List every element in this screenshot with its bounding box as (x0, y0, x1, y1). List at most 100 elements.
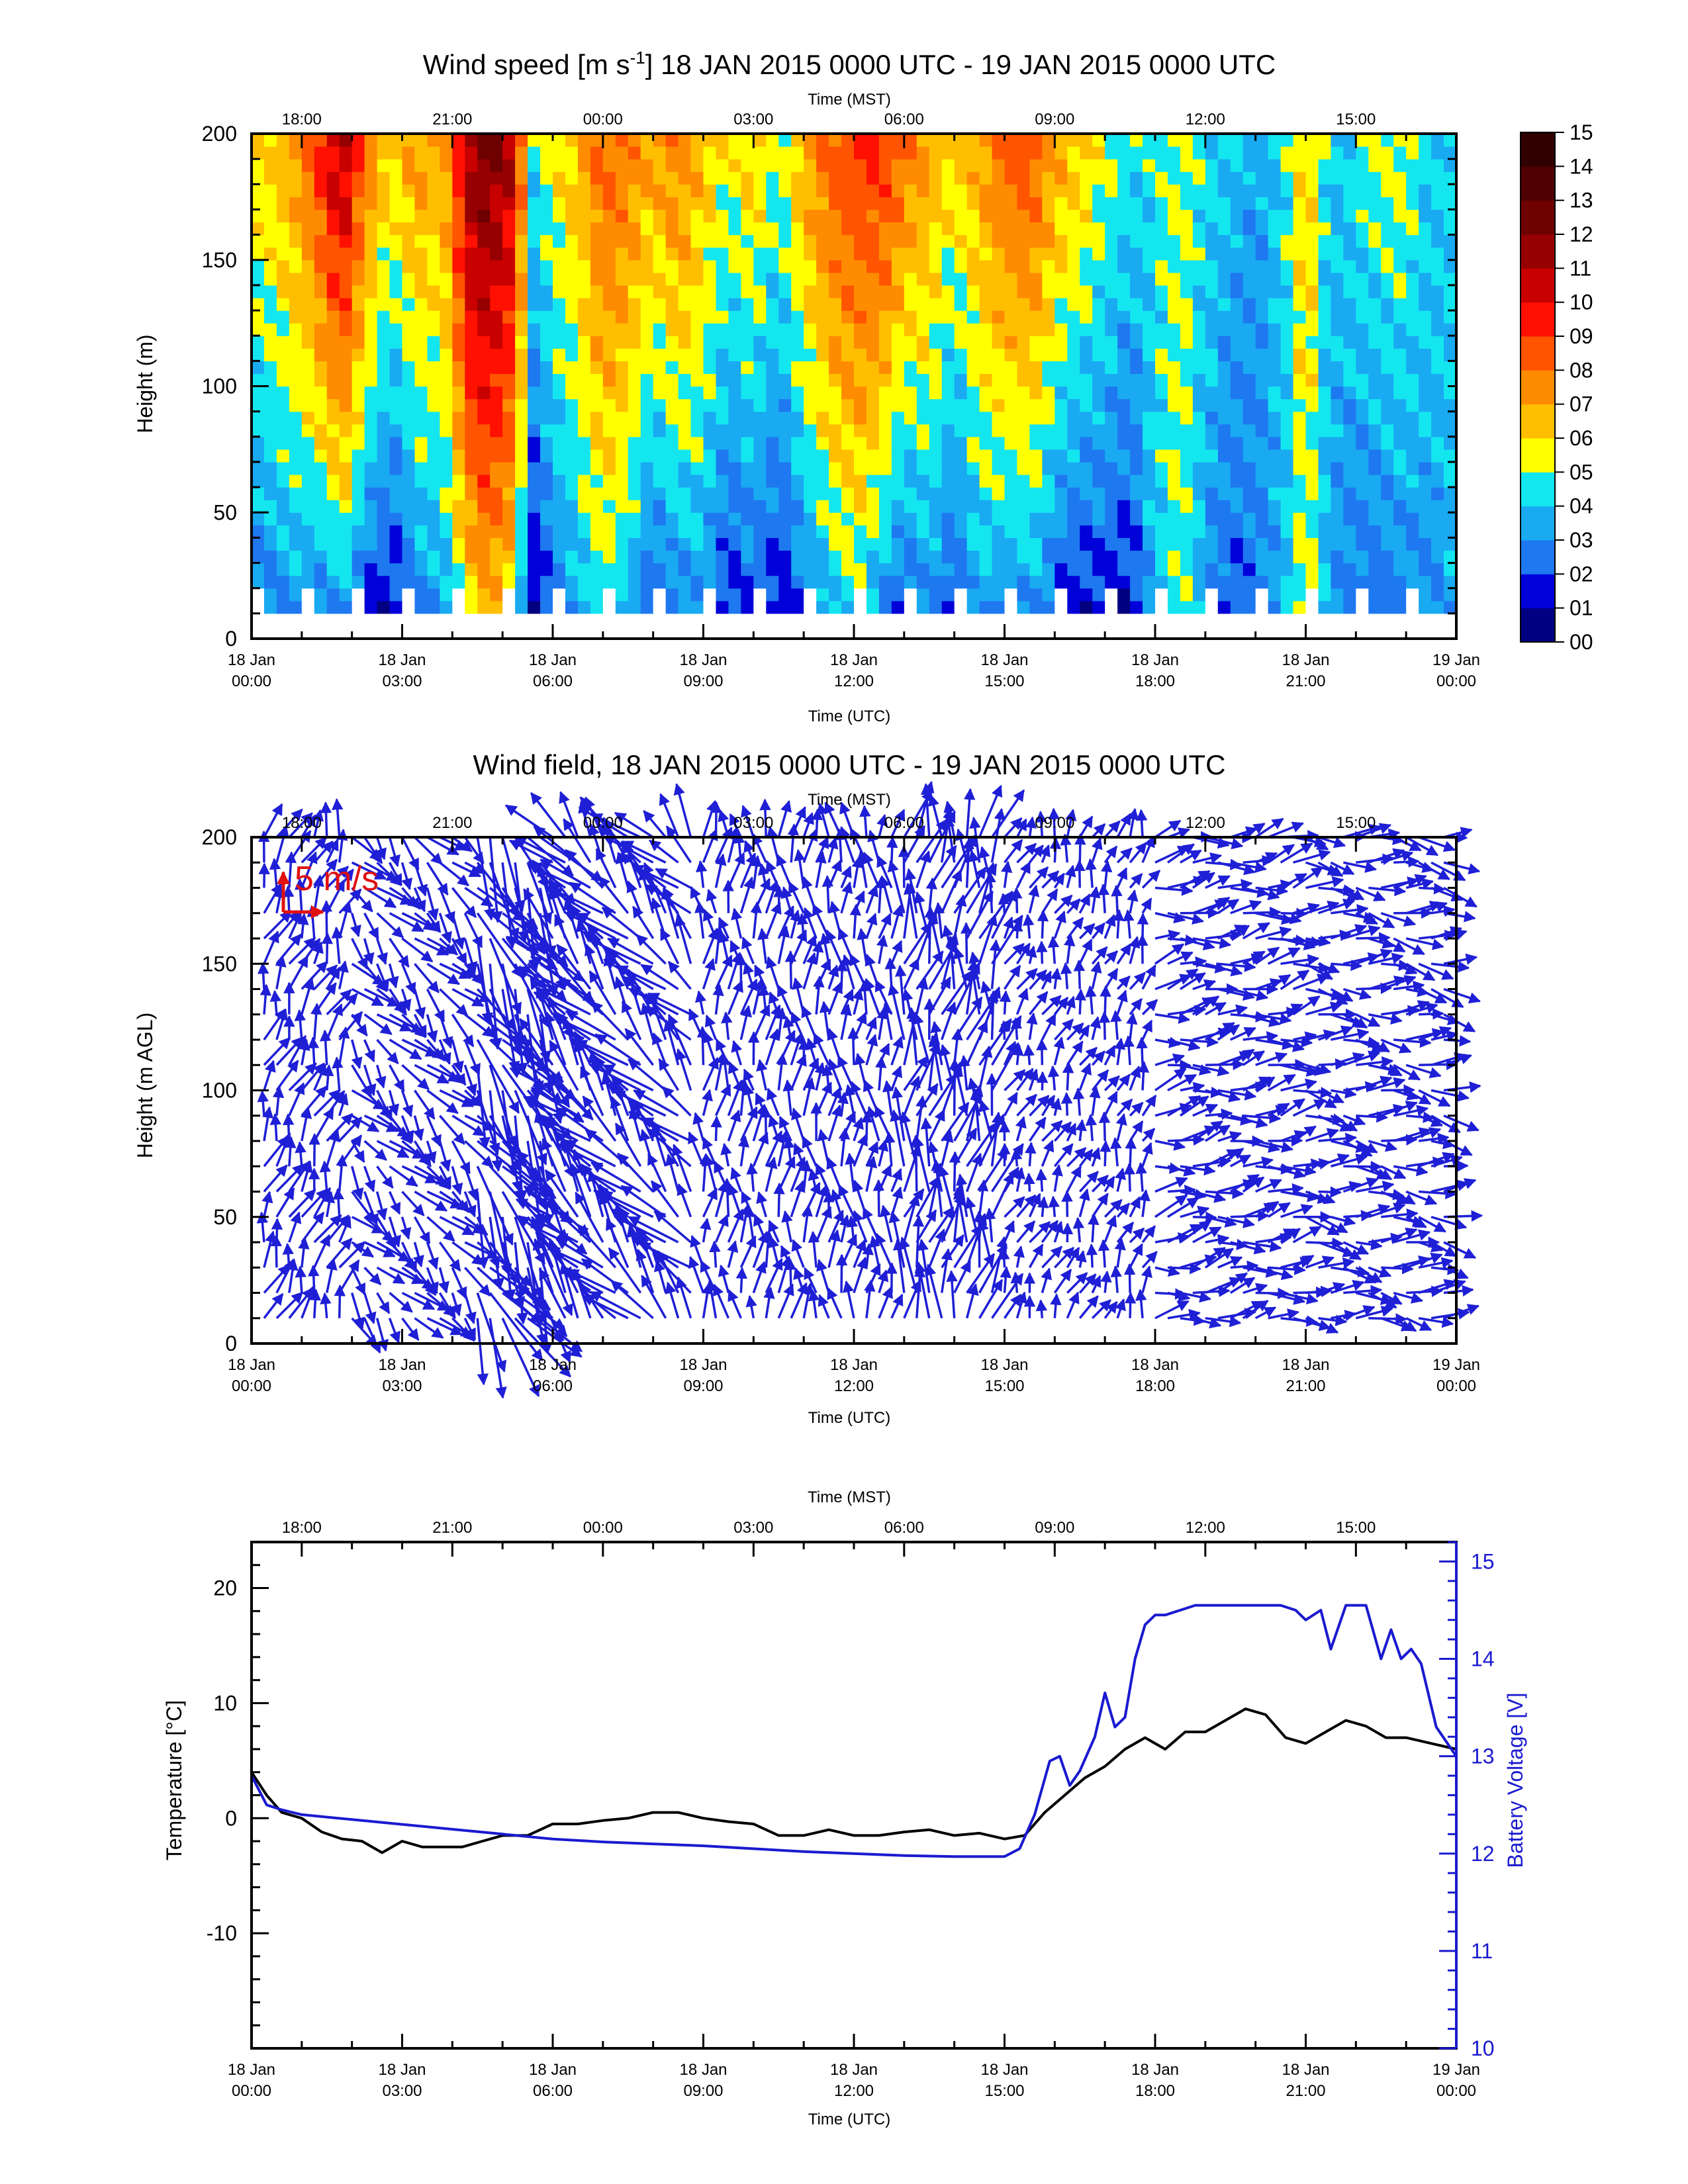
wind-vector (953, 834, 977, 889)
wind-speed-cell (891, 475, 905, 488)
wind-speed-cell (1029, 336, 1043, 349)
wind-speed-cell (804, 259, 817, 273)
wind-speed-cell (904, 575, 917, 589)
wind-speed-cell (916, 361, 930, 375)
wind-speed-cell (916, 411, 930, 425)
wind-speed-cell (577, 323, 591, 336)
wind-speed-cell (339, 424, 353, 437)
wind-speed-cell (1368, 348, 1382, 361)
wind-speed-cell (628, 575, 641, 589)
wind-speed-cell (1293, 461, 1307, 475)
wind-speed-cell (252, 209, 265, 223)
wind-speed-cell (1406, 146, 1419, 159)
wind-speed-cell (590, 386, 604, 400)
wind-speed-cell (640, 525, 654, 538)
wind-speed-cell (565, 134, 579, 147)
wind-vector (744, 1205, 756, 1243)
wind-speed-cell (339, 398, 353, 412)
wind-speed-cell (1080, 222, 1093, 236)
wind-speed-cell (665, 259, 679, 273)
wind-speed-cell (1217, 398, 1231, 412)
wind-speed-cell (339, 550, 353, 564)
wind-speed-cell (326, 259, 340, 273)
wind-speed-cell (766, 475, 779, 488)
wind-speed-cell (1155, 171, 1168, 185)
wind-vector (892, 1238, 906, 1293)
wind-speed-cell (427, 386, 440, 400)
wind-speed-cell (1004, 600, 1018, 614)
wind-speed-cell (1217, 159, 1231, 172)
wind-speed-cell (465, 500, 478, 513)
wind-speed-cell (515, 563, 528, 576)
wind-speed-cell (1029, 184, 1043, 197)
wind-speed-cell (1268, 285, 1282, 298)
wind-speed-cell (1343, 386, 1356, 400)
wind-speed-cell (766, 361, 779, 375)
wind-speed-cell (816, 247, 829, 261)
wind-speed-cell (1243, 436, 1256, 450)
wind-speed-cell (1406, 525, 1419, 538)
wind-vector (900, 1111, 918, 1167)
wind-speed-cell (1205, 184, 1219, 197)
wind-speed-cell (766, 171, 779, 185)
wind-speed-cell (301, 563, 315, 576)
wind-speed-cell (640, 373, 654, 387)
wind-speed-cell (966, 159, 980, 172)
wind-speed-cell (1067, 134, 1080, 147)
wind-speed-cell (690, 171, 704, 185)
wind-speed-cell (979, 537, 993, 551)
wind-speed-cell (1130, 336, 1143, 349)
wind-vector (363, 1241, 396, 1257)
wind-speed-cell (1368, 436, 1382, 450)
wind-speed-cell (615, 197, 629, 210)
wind-speed-cell (1431, 386, 1444, 400)
wind-speed-cell (1029, 361, 1043, 375)
wind-speed-cell (866, 373, 880, 387)
wind-speed-cell (615, 361, 629, 375)
wind-speed-cell (891, 461, 905, 475)
wind-speed-cell (791, 575, 804, 589)
wind-speed-cell (440, 537, 453, 551)
wind-speed-cell (1280, 563, 1294, 576)
wind-speed-cell (1117, 134, 1131, 147)
wind-speed-cell (1444, 297, 1457, 311)
wind-speed-cell (878, 297, 892, 311)
wind-speed-cell (665, 600, 679, 614)
wind-speed-cell (1117, 550, 1131, 564)
wind-speed-cell (402, 588, 416, 602)
wind-speed-cell (1419, 348, 1432, 361)
wind-speed-cell (1130, 449, 1143, 463)
wind-speed-cell (1230, 588, 1244, 602)
wind-speed-cell (263, 297, 277, 311)
wind-speed-cell (891, 575, 905, 589)
wind-speed-cell (854, 600, 867, 614)
wind-vector (501, 1216, 516, 1302)
wind-speed-cell (1368, 373, 1382, 387)
wind-speed-cell (1230, 525, 1244, 538)
wind-speed-cell (276, 398, 290, 412)
wind-speed-cell (703, 171, 717, 185)
wind-vector (765, 901, 782, 939)
wind-speed-cell (339, 537, 353, 551)
wind-speed-cell (1092, 197, 1105, 210)
wind-speed-cell (878, 398, 892, 412)
wind-speed-cell (1017, 209, 1031, 223)
wind-speed-cell (1356, 209, 1369, 223)
wind-speed-cell (1243, 159, 1256, 172)
wind-speed-cell (590, 285, 604, 298)
wind-speed-cell (1305, 222, 1319, 236)
wind-speed-cell (778, 600, 792, 614)
wind-speed-cell (1217, 184, 1231, 197)
wind-speed-cell (690, 386, 704, 400)
wind-speed-cell (553, 297, 566, 311)
wind-vector (463, 1267, 491, 1297)
wind-speed-cell (452, 297, 465, 311)
wind-speed-cell (339, 436, 353, 450)
wind-speed-cell (414, 398, 428, 412)
p1-utc-tick-date: 18 Jan (378, 651, 426, 669)
wind-speed-cell (276, 525, 290, 538)
wind-speed-cell (1431, 461, 1444, 475)
wind-speed-cell (1444, 234, 1457, 248)
wind-speed-cell (540, 234, 553, 248)
wind-speed-cell (1431, 146, 1444, 159)
